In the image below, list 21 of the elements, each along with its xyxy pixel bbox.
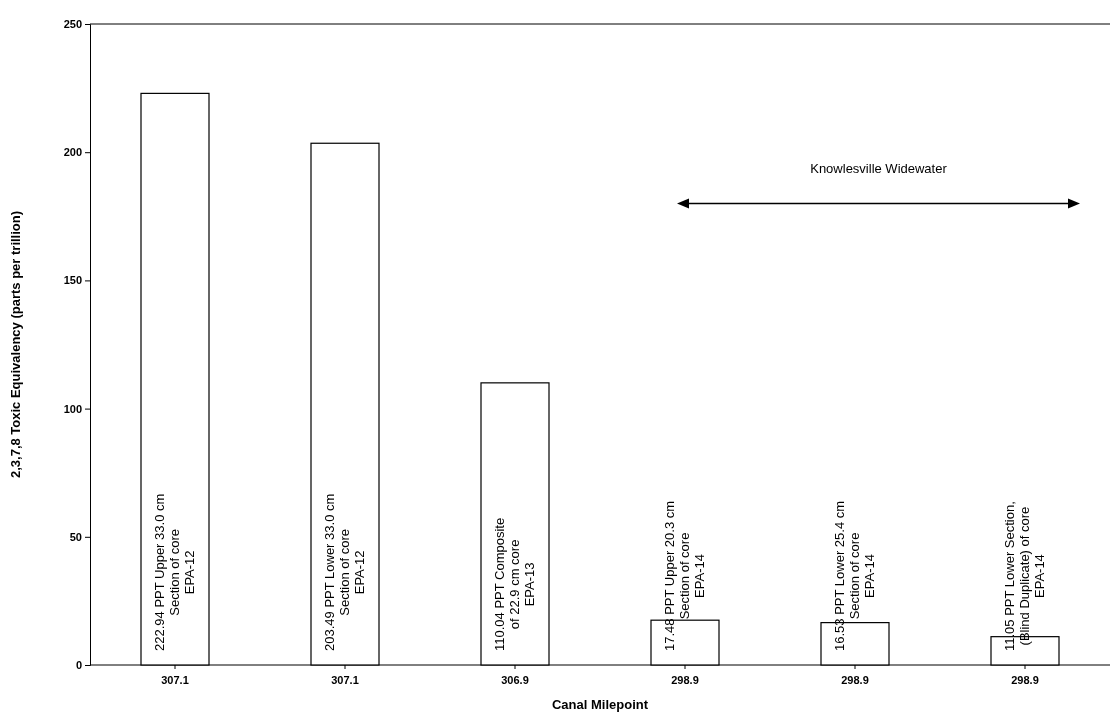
y-tick-label: 0 [75,659,82,672]
x-tick-label: 298.9 [1011,674,1039,687]
annotation: Knowlesville Widewater [810,161,948,177]
x-tick-label: 306.9 [501,674,529,687]
y-tick-label: 100 [63,402,82,415]
data-label: 17.48 PPT Upper 20.3 cm Section of core EPA-14 [662,500,707,651]
x-axis-title: Canal Milepoint [551,697,649,712]
y-tick-label: 250 [63,18,82,31]
y-tick-label: 200 [63,146,82,159]
x-tick-label: 298.9 [671,674,699,687]
y-tick-label: 150 [63,274,82,287]
x-tick-label: 298.9 [841,674,869,687]
data-label: 11.05 PPT Lower Section, (Blind Duplicate) of core EPA-14 [1002,501,1047,651]
data-label: 110.04 PPT Composite of 22.9 cm core EPA-13 [492,517,537,651]
y-axis-title: 2,3,7,8 Toxic Equivalency (parts per trillion) [8,210,23,479]
x-tick-label: 307.1 [161,674,189,687]
data-label: 222.94 PPT Upper 33.0 cm Section of core EPA-12 [152,493,197,651]
data-label: 16.53 PPT Lower 25.4 cm Section of core EPA-14 [832,500,877,651]
y-tick-label: 50 [69,530,82,543]
data-label: 203.49 PPT Lower 33.0 cm Section of core EPA-12 [322,493,367,651]
x-tick-label: 307.1 [331,674,359,687]
